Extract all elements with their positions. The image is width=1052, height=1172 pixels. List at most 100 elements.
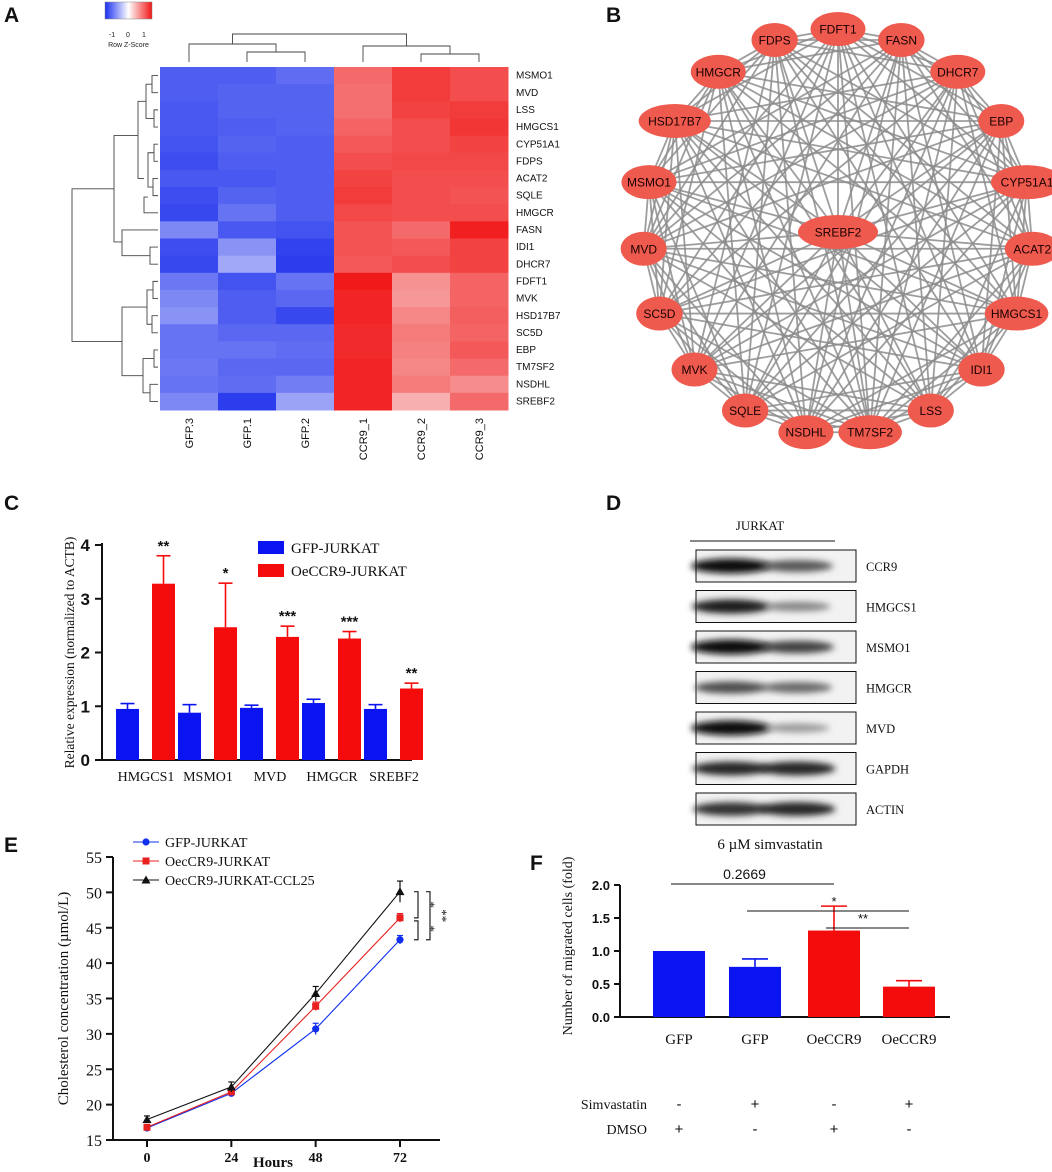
y-tick-label: 15 [86, 1133, 102, 1150]
column-dendrogram-branch [246, 51, 306, 62]
network-node: IDI1 [958, 352, 1005, 387]
x-tick-label: SREBF2 [369, 770, 419, 785]
network-node-shape [878, 22, 925, 57]
network-edge [837, 231, 1017, 315]
network-node-label: FASN [886, 33, 917, 47]
heatmap-cell [334, 375, 393, 394]
heatmap-cell [334, 101, 393, 119]
y-tick-label: 50 [86, 885, 102, 902]
network-edge [837, 120, 1002, 233]
panel-label-a: A [4, 4, 19, 27]
heatmap-cell [160, 118, 219, 137]
network-edge [694, 368, 871, 434]
comparison-label: * [831, 894, 836, 909]
heatmap-cell [160, 358, 219, 377]
heatmap-cell [160, 152, 219, 171]
condition-label: DMSO [607, 1123, 647, 1138]
network-node-label: LSS [919, 404, 942, 418]
y-tick-label: 45 [86, 921, 102, 938]
network-edge [774, 39, 958, 73]
legend-label: GFP-JURKAT [165, 836, 248, 851]
migration-bar-chart: 6 µM simvastatin 0.0 0.5 1.0 1.5 2.0 Number of… [561, 837, 950, 1138]
comparison-label: ** [858, 911, 868, 926]
heatmap-cell [392, 255, 451, 274]
heatmap-cell [392, 135, 451, 154]
data-point [312, 1025, 320, 1033]
row-dendrogram-branch [113, 135, 138, 243]
network-edge [717, 71, 839, 233]
bar [240, 707, 263, 760]
y-axis-label: Cholesterol concentration (µmol/L) [56, 892, 72, 1106]
heatmap-panel: MSMO1 MVD LSS HMGCS1 CYP51A1 FDPS ACAT2 SQLE HMG… [71, 1, 561, 460]
heatmap-row-label: DHCR7 [516, 259, 551, 270]
blot-band [758, 761, 836, 776]
heatmap-cell [276, 118, 335, 137]
heatmap-cell [334, 341, 393, 360]
panel-label-f: F [530, 852, 543, 875]
heatmap-cell [334, 221, 393, 239]
network-node: HSD17B7 [638, 103, 711, 138]
blot-band [764, 723, 830, 733]
heatmap-cell [218, 289, 277, 308]
heatmap-row-label: MSMO1 [516, 71, 553, 82]
column-dendrogram-branch [188, 43, 277, 62]
heatmap-column-label: GFP.3 [184, 418, 196, 448]
heatmap-cell [276, 289, 335, 308]
network-node-label: EBP [989, 114, 1013, 128]
heatmap-cell [450, 118, 509, 137]
heatmap-cell [392, 375, 451, 394]
blot-band [758, 802, 836, 816]
network-edge [674, 120, 1033, 250]
network-node-shape [958, 352, 1005, 387]
x-tick-label: OeCCR9 [806, 1032, 861, 1048]
x-tick-label: 24 [224, 1151, 238, 1166]
legend-label: GFP-JURKAT [291, 541, 379, 557]
heatmap-cell [276, 375, 335, 394]
heatmap-cell [392, 272, 451, 291]
network-edge [659, 231, 839, 315]
heatmap-row-label: HMGCS1 [516, 122, 559, 133]
panel-label-c: C [4, 492, 19, 515]
y-tick-label: 4 [81, 536, 91, 555]
row-dendrogram-branch [145, 83, 154, 119]
network-node: HMGCS1 [984, 296, 1049, 331]
heatmap-column-label: CCR9_2 [416, 418, 428, 460]
network-node: SC5D [636, 296, 683, 331]
legend-swatch [258, 541, 284, 554]
heatmap-row-label: FDPS [516, 156, 543, 167]
data-point [311, 989, 321, 998]
heatmap-column-label: GFP.2 [300, 418, 312, 448]
heatmap-row-label: EBP [516, 345, 536, 356]
x-tick-label: 72 [393, 1151, 407, 1166]
heatmap-row-label: NSDHL [516, 379, 550, 390]
network-node: SREBF2 [798, 215, 878, 249]
heatmap-cell [334, 67, 393, 85]
network-edge [674, 28, 839, 122]
heatmap-cell [450, 221, 509, 239]
network-edge [648, 181, 696, 370]
color-key-title: Row Z-Score [108, 42, 149, 49]
network-node-label: SREBF2 [815, 226, 862, 240]
heatmap-cell [450, 204, 509, 222]
heatmap-cell [450, 187, 509, 205]
network-edge [717, 70, 1028, 184]
heatmap-cell [334, 187, 393, 205]
heatmap-cell [334, 169, 393, 188]
heatmap-cell [392, 238, 451, 257]
network-edge [648, 181, 932, 412]
y-tick-label: 35 [86, 992, 102, 1009]
significance-bracket [426, 891, 431, 941]
heatmap-cell [218, 255, 277, 274]
network-edge [774, 39, 1028, 183]
heatmap-cell [276, 67, 335, 85]
line-series [143, 912, 404, 1131]
network-edge [869, 312, 1018, 433]
heatmap-cell [450, 238, 509, 257]
y-tick-label: 3 [81, 590, 90, 609]
data-point [141, 875, 151, 884]
row-dendrogram-branch [153, 143, 158, 162]
network-node: EBP [978, 103, 1025, 138]
network-edge [980, 181, 1028, 370]
blot-band [694, 681, 768, 694]
